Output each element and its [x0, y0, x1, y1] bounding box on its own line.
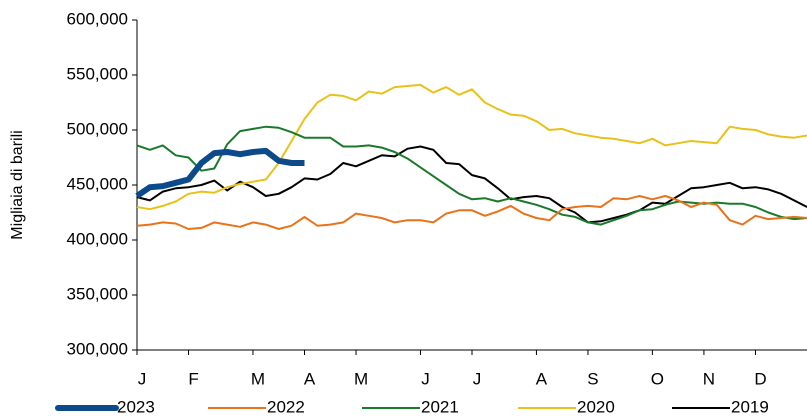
x-tick-label: F [188, 369, 198, 388]
y-tick-label: 350,000 [67, 284, 128, 303]
x-tick-label: J [138, 369, 147, 388]
x-tick-label: J [421, 369, 430, 388]
series-line [136, 145, 807, 224]
y-tick-label: 500,000 [67, 119, 128, 138]
y-tick-label: 450,000 [67, 174, 128, 193]
legend-label: 2023 [117, 397, 155, 416]
legend-label: 2021 [421, 397, 459, 416]
x-tick-label: J [473, 369, 482, 388]
series-line [136, 125, 807, 226]
legend-label: 2020 [577, 397, 615, 416]
x-tick-label: M [251, 369, 265, 388]
x-tick-label: M [354, 369, 368, 388]
legend-label: 2019 [731, 397, 769, 416]
x-tick-label: O [651, 369, 664, 388]
y-axis-label: Migliaia di barili [9, 130, 26, 239]
x-tick-label: A [536, 369, 548, 388]
legend-label: 2022 [267, 397, 305, 416]
y-tick-label: 400,000 [67, 229, 128, 248]
x-tick-label: N [703, 369, 715, 388]
series-line [135, 147, 305, 199]
x-tick-label: A [304, 369, 316, 388]
series-line [136, 195, 807, 230]
y-tick-label: 600,000 [67, 9, 128, 28]
y-tick-label: 550,000 [67, 64, 128, 83]
x-tick-label: S [587, 369, 598, 388]
x-tick-label: D [754, 369, 766, 388]
series-line [136, 83, 807, 211]
y-tick-label: 300,000 [67, 339, 128, 358]
